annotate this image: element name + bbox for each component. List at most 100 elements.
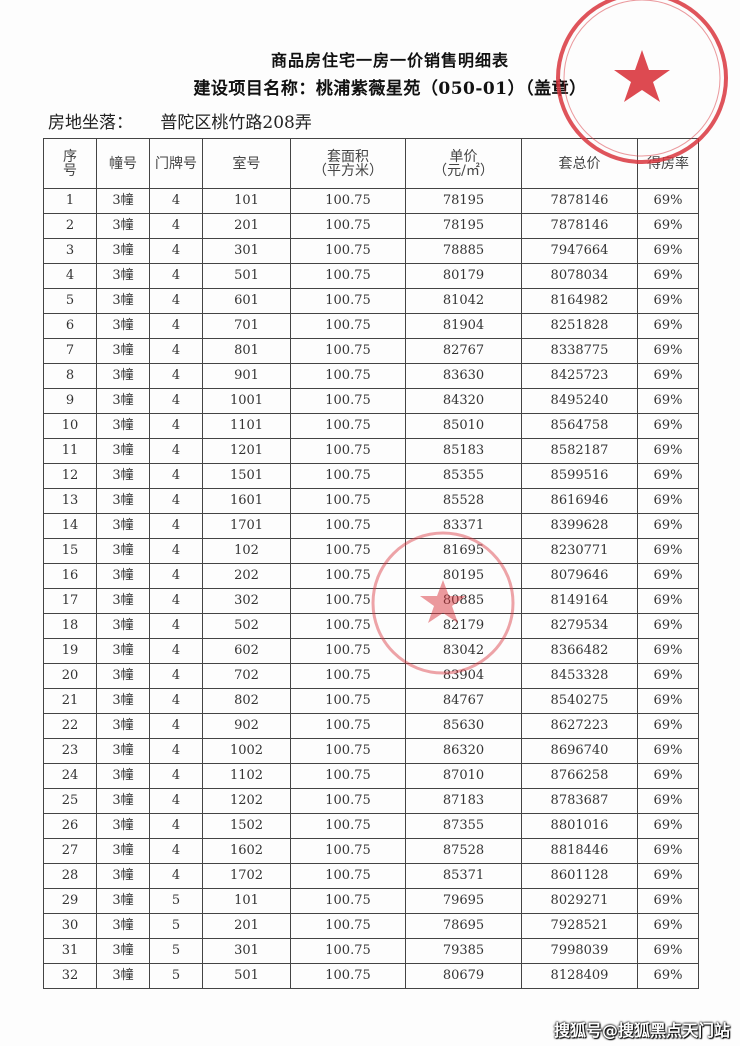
- cell-building: 3幢: [96, 388, 150, 414]
- cell-total-price: 8399628: [521, 513, 638, 539]
- cell-index: 26: [43, 813, 97, 839]
- table-row: 21 3幢 4 802 100.75 84767 8540275 69%: [43, 688, 699, 714]
- cell-door: 4: [149, 438, 203, 464]
- cell-total-price: 8783687: [521, 788, 638, 814]
- cell-efficiency: 69%: [637, 763, 699, 789]
- cell-building: 3幢: [96, 288, 150, 314]
- cell-efficiency: 69%: [637, 663, 699, 689]
- table-body: 1 3幢 4 101 100.75 78195 7878146 69% 2 3幢 4 201 100.7…: [43, 188, 699, 989]
- cell-area: 100.75: [290, 838, 406, 864]
- cell-building: 3幢: [96, 638, 150, 664]
- cell-unit-price: 85010: [405, 413, 522, 439]
- cell-total-price: 7878146: [521, 188, 638, 214]
- cell-area: 100.75: [290, 788, 406, 814]
- cell-area: 100.75: [290, 663, 406, 689]
- cell-unit-price: 79695: [405, 888, 522, 914]
- cell-area: 100.75: [290, 338, 406, 364]
- cell-total-price: 8338775: [521, 338, 638, 364]
- cell-building: 3幢: [96, 363, 150, 389]
- cell-total-price: 7878146: [521, 213, 638, 239]
- location-line: 房地坐落： 普陀区桃竹路208弄: [48, 108, 312, 133]
- cell-building: 3幢: [96, 438, 150, 464]
- cell-total-price: 8818446: [521, 838, 638, 864]
- table-row: 5 3幢 4 601 100.75 81042 8164982 69%: [43, 288, 699, 314]
- cell-door: 5: [149, 913, 203, 939]
- cell-building: 3幢: [96, 863, 150, 889]
- cell-door: 4: [149, 513, 203, 539]
- cell-total-price: 8425723: [521, 363, 638, 389]
- table-row: 13 3幢 4 1601 100.75 85528 8616946 69%: [43, 488, 699, 514]
- cell-room: 302: [202, 588, 291, 614]
- cell-door: 4: [149, 488, 203, 514]
- cell-total-price: 8078034: [521, 263, 638, 289]
- table-row: 2 3幢 4 201 100.75 78195 7878146 69%: [43, 213, 699, 239]
- cell-room: 502: [202, 613, 291, 639]
- cell-index: 25: [43, 788, 97, 814]
- cell-door: 4: [149, 238, 203, 264]
- cell-door: 4: [149, 813, 203, 839]
- cell-room: 101: [202, 888, 291, 914]
- cell-efficiency: 69%: [637, 188, 699, 214]
- cell-index: 3: [43, 238, 97, 264]
- cell-efficiency: 69%: [637, 388, 699, 414]
- cell-building: 3幢: [96, 563, 150, 589]
- cell-index: 32: [43, 963, 97, 989]
- cell-area: 100.75: [290, 813, 406, 839]
- cell-building: 3幢: [96, 813, 150, 839]
- header-index: 序号: [43, 138, 97, 189]
- table-row: 20 3幢 4 702 100.75 83904 8453328 69%: [43, 663, 699, 689]
- cell-area: 100.75: [290, 513, 406, 539]
- cell-room: 201: [202, 913, 291, 939]
- cell-unit-price: 78195: [405, 213, 522, 239]
- cell-area: 100.75: [290, 363, 406, 389]
- cell-unit-price: 83042: [405, 638, 522, 664]
- cell-unit-price: 87355: [405, 813, 522, 839]
- cell-area: 100.75: [290, 888, 406, 914]
- cell-efficiency: 69%: [637, 563, 699, 589]
- cell-total-price: 8601128: [521, 863, 638, 889]
- cell-efficiency: 69%: [637, 613, 699, 639]
- header-building: 幢号: [96, 138, 150, 189]
- cell-total-price: 8696740: [521, 738, 638, 764]
- table-row: 14 3幢 4 1701 100.75 83371 8399628 69%: [43, 513, 699, 539]
- table-row: 16 3幢 4 202 100.75 80195 8079646 69%: [43, 563, 699, 589]
- cell-door: 5: [149, 963, 203, 989]
- cell-unit-price: 78885: [405, 238, 522, 264]
- cell-building: 3幢: [96, 788, 150, 814]
- cell-index: 22: [43, 713, 97, 739]
- project-name: 建设项目名称：桃浦紫薇星苑（050-01）（盖章）: [193, 79, 587, 99]
- cell-efficiency: 69%: [637, 738, 699, 764]
- cell-door: 4: [149, 663, 203, 689]
- cell-unit-price: 82767: [405, 338, 522, 364]
- cell-unit-price: 81904: [405, 313, 522, 339]
- cell-total-price: 8079646: [521, 563, 638, 589]
- cell-total-price: 8149164: [521, 588, 638, 614]
- cell-room: 202: [202, 563, 291, 589]
- cell-index: 24: [43, 763, 97, 789]
- cell-unit-price: 87010: [405, 763, 522, 789]
- cell-efficiency: 69%: [637, 788, 699, 814]
- cell-index: 10: [43, 413, 97, 439]
- header-area: 套面积 （平方米）: [290, 138, 406, 189]
- cell-efficiency: 69%: [637, 588, 699, 614]
- cell-room: 802: [202, 688, 291, 714]
- cell-index: 12: [43, 463, 97, 489]
- cell-efficiency: 69%: [637, 263, 699, 289]
- table-row: 25 3幢 4 1202 100.75 87183 8783687 69%: [43, 788, 699, 814]
- cell-efficiency: 69%: [637, 438, 699, 464]
- table-row: 31 3幢 5 301 100.75 79385 7998039 69%: [43, 938, 699, 964]
- cell-building: 3幢: [96, 488, 150, 514]
- cell-efficiency: 69%: [637, 463, 699, 489]
- cell-index: 21: [43, 688, 97, 714]
- cell-efficiency: 69%: [637, 238, 699, 264]
- cell-area: 100.75: [290, 413, 406, 439]
- cell-room: 602: [202, 638, 291, 664]
- cell-area: 100.75: [290, 763, 406, 789]
- table-row: 22 3幢 4 902 100.75 85630 8627223 69%: [43, 713, 699, 739]
- table-row: 10 3幢 4 1101 100.75 85010 8564758 69%: [43, 413, 699, 439]
- cell-area: 100.75: [290, 938, 406, 964]
- cell-total-price: 8564758: [521, 413, 638, 439]
- cell-building: 3幢: [96, 663, 150, 689]
- table-row: 3 3幢 4 301 100.75 78885 7947664 69%: [43, 238, 699, 264]
